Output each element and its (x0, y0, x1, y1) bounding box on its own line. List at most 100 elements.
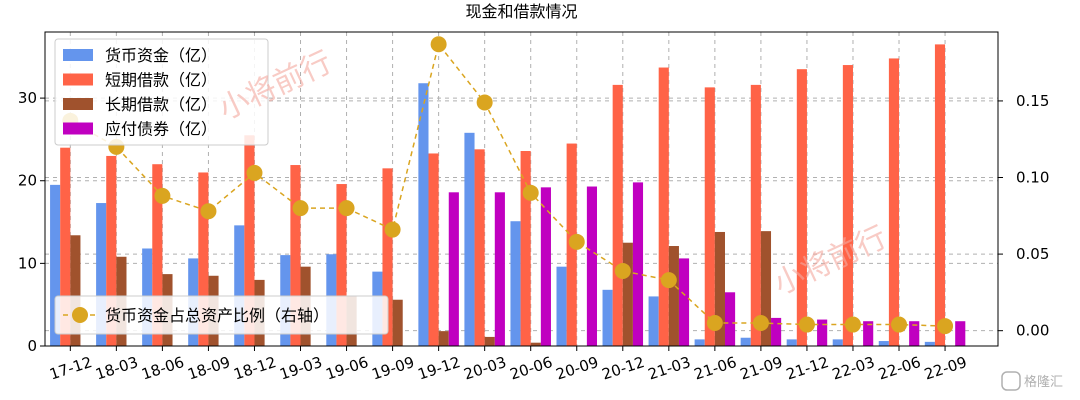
bar (484, 336, 495, 346)
bar (244, 135, 255, 346)
bar (678, 258, 690, 346)
bar (714, 231, 725, 346)
bar (648, 296, 659, 346)
bar (750, 84, 761, 346)
bar (382, 168, 393, 346)
ratio-point (246, 164, 263, 181)
bar (474, 149, 485, 346)
bar (668, 246, 679, 346)
ratio-line (62, 36, 954, 335)
y2-tick-label: 0.00 (1016, 322, 1049, 340)
bar (832, 339, 843, 346)
legend-swatch (63, 122, 93, 135)
y2-tick-label: 0.05 (1016, 245, 1049, 263)
bar (60, 147, 71, 346)
legend-upper: 货币资金（亿） 短期借款（亿） 长期借款（亿） 应付债券（亿） (54, 38, 269, 146)
bar (658, 67, 669, 346)
legend-upper-box (54, 38, 269, 146)
legend-swatch (63, 73, 93, 86)
bar (530, 342, 541, 346)
x-tick-label: 18-12 (231, 353, 278, 384)
ratio-point (338, 200, 355, 217)
bar (520, 150, 531, 346)
bar (878, 341, 889, 346)
bar (771, 317, 782, 346)
x-tick-label: 18-06 (139, 353, 186, 384)
x-tick-label: 21-12 (784, 353, 831, 384)
legend-label: 货币资金（亿） (105, 46, 217, 65)
bar (494, 192, 505, 346)
x-tick-label: 20-12 (600, 353, 647, 384)
bar (632, 182, 644, 346)
x-tick-label: 22-06 (876, 353, 923, 384)
x-tick-label: 20-09 (554, 353, 601, 384)
brand-logo-icon (1001, 371, 1021, 391)
x-axis: 17-12 18-03 18-06 18-09 18-12 19-03 19-06 19-09… (47, 346, 969, 384)
brand-text: 格隆汇 (1024, 374, 1063, 390)
x-tick-label: 19-09 (370, 353, 417, 384)
ratio-point (844, 316, 861, 333)
bar (796, 69, 807, 347)
legend-label: 货币资金占总资产比例（右轴） (105, 306, 329, 325)
ratio-point (384, 221, 401, 238)
bar (704, 87, 715, 346)
ratio-point (706, 315, 723, 332)
bar (50, 184, 61, 346)
x-tick-label: 19-06 (323, 353, 370, 384)
bar (448, 192, 459, 346)
plot-frame (44, 31, 999, 347)
y-axis-left: 0 10 20 30 (18, 89, 45, 355)
bar (198, 172, 209, 346)
bar (96, 203, 107, 346)
bar (760, 231, 772, 346)
legend-swatch (63, 98, 93, 110)
ratio-point (476, 94, 493, 111)
ratio-point (430, 36, 447, 53)
bar (842, 65, 853, 346)
x-tick-label: 21-09 (738, 353, 785, 384)
bar (70, 235, 81, 346)
bar (586, 186, 598, 346)
bar (786, 339, 797, 346)
bar (540, 187, 551, 346)
watermark: 小将前行 (769, 220, 893, 302)
ratio-point (522, 184, 539, 201)
bar (336, 184, 347, 346)
bar (622, 242, 633, 346)
ratio-point (200, 203, 217, 220)
legend-label: 长期借款（亿） (105, 95, 217, 114)
ratio-point (798, 316, 815, 333)
bar (464, 132, 475, 346)
x-tick-label: 22-03 (830, 353, 877, 384)
bar (863, 321, 874, 346)
ratio-point (154, 187, 171, 204)
bar (934, 44, 946, 346)
ratio-point (614, 262, 631, 279)
bar (602, 289, 613, 346)
bar (438, 331, 449, 346)
bar (510, 221, 521, 346)
bar (817, 319, 828, 346)
x-tick-label: 20-06 (508, 353, 555, 384)
bar (106, 155, 117, 346)
x-tick-label: 18-03 (93, 353, 140, 384)
y-tick-label: 0 (27, 337, 37, 355)
x-tick-label: 21-03 (646, 353, 693, 384)
bar (694, 339, 705, 346)
bar (428, 153, 439, 346)
x-tick-label: 19-03 (277, 353, 324, 384)
ratio-point (937, 318, 954, 335)
bar (290, 165, 301, 346)
x-tick-label: 19-12 (416, 353, 463, 384)
bar (924, 341, 935, 346)
bar (724, 292, 736, 346)
bar (418, 83, 429, 347)
bar (955, 321, 966, 346)
legend-label: 应付债券（亿） (105, 120, 217, 139)
bar (152, 164, 163, 346)
ratio-point (752, 315, 769, 332)
brand-logo: 格隆汇 (1001, 371, 1063, 391)
bar (888, 58, 900, 346)
x-tick-label: 17-12 (47, 353, 94, 384)
